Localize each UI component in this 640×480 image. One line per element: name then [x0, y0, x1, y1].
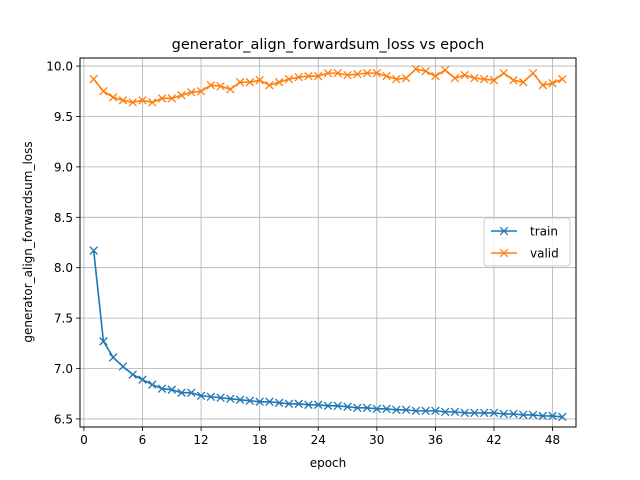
y-tick-label: 8.0 [54, 261, 73, 275]
x-tick-label: 42 [486, 433, 501, 447]
y-axis-label: generator_align_forwardsum_loss [21, 141, 35, 342]
x-tick-label: 18 [252, 433, 267, 447]
x-axis-label: epoch [310, 456, 347, 470]
y-tick-label: 6.5 [54, 412, 73, 426]
y-tick-label: 10.0 [46, 60, 73, 74]
y-tick-label: 7.0 [54, 362, 73, 376]
x-tick-label: 24 [311, 433, 326, 447]
y-tick-label: 8.5 [54, 211, 73, 225]
legend-label-train: train [530, 225, 558, 239]
legend: train valid [484, 218, 570, 266]
x-tick-label: 12 [193, 433, 208, 447]
x-tick-label: 6 [139, 433, 147, 447]
y-tick-label: 9.0 [54, 160, 73, 174]
chart-title: generator_align_forwardsum_loss vs epoch [172, 37, 485, 53]
y-tick-label: 7.5 [54, 312, 73, 326]
x-tick-label: 30 [369, 433, 384, 447]
legend-label-valid: valid [530, 247, 559, 261]
y-tick-label: 9.5 [54, 110, 73, 124]
x-tick-label: 0 [80, 433, 88, 447]
x-tick-label: 36 [428, 433, 443, 447]
x-tick-label: 48 [545, 433, 560, 447]
